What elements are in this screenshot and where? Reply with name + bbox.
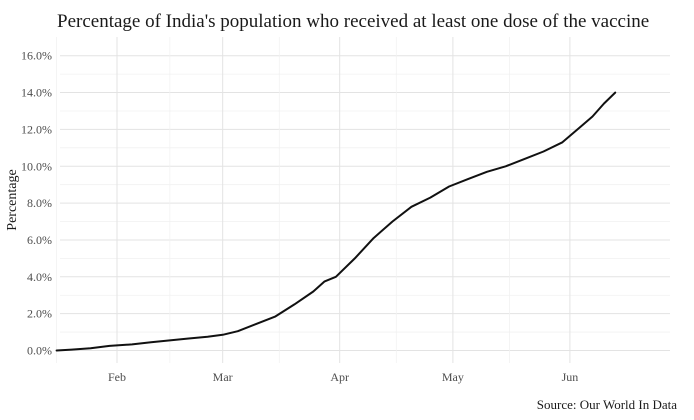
y-axis-label: Percentage xyxy=(5,169,20,230)
x-tick-label: May xyxy=(442,370,464,384)
y-tick-label: 0.0% xyxy=(27,344,52,358)
y-tick-label: 12.0% xyxy=(21,122,52,136)
source-caption: Source: Our World In Data xyxy=(536,397,677,412)
x-tick-label: Jun xyxy=(562,370,579,384)
series-line xyxy=(55,91,617,352)
y-tick-label: 16.0% xyxy=(21,49,52,63)
x-tick-label: Feb xyxy=(108,370,126,384)
y-tick-label: 10.0% xyxy=(21,159,52,173)
y-tick-label: 2.0% xyxy=(27,307,52,321)
y-tick-label: 8.0% xyxy=(27,196,52,210)
x-tick-label: Mar xyxy=(213,370,233,384)
x-axis-ticks: Feb Mar Apr May Jun xyxy=(108,370,578,384)
series-layer xyxy=(55,91,617,352)
x-tick-label: Apr xyxy=(330,370,349,384)
y-tick-label: 14.0% xyxy=(21,86,52,100)
y-tick-label: 6.0% xyxy=(27,233,52,247)
chart-title: Percentage of India's population who rec… xyxy=(57,11,650,32)
y-tick-label: 4.0% xyxy=(27,270,52,284)
grid-layer xyxy=(56,37,670,363)
y-axis-ticks: 0.0% 2.0% 4.0% 6.0% 8.0% 10.0% 12.0% 14.0% 16.0% xyxy=(21,49,52,358)
